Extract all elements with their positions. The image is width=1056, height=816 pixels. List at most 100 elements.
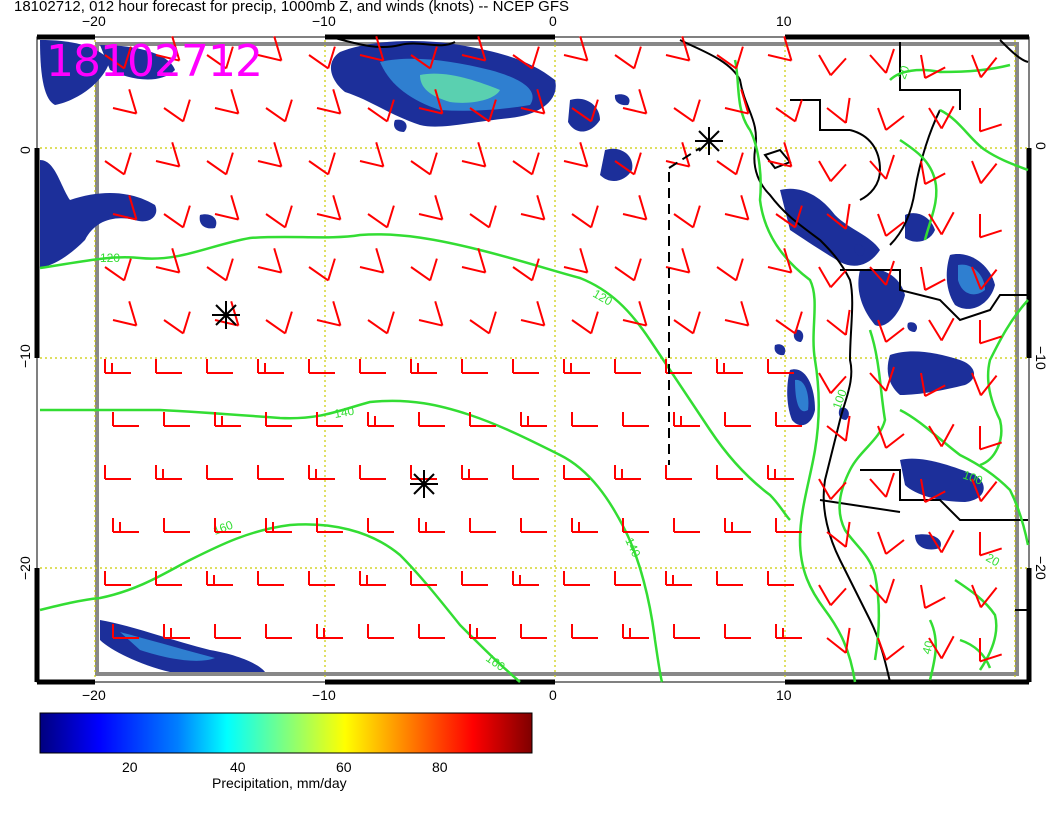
wind-barb <box>308 258 336 282</box>
wind-barb <box>563 359 590 374</box>
star-markers <box>212 127 723 498</box>
contour-label: 100 <box>830 387 850 411</box>
wind-barb <box>257 36 283 62</box>
wind-barb <box>971 160 998 185</box>
wind-barb <box>104 571 131 586</box>
wind-barb <box>928 317 955 342</box>
wind-barb <box>665 142 691 168</box>
wind-barb <box>206 258 234 282</box>
wind-barb <box>418 624 445 639</box>
left-tick: −10 <box>17 344 33 368</box>
bottom-tick: 0 <box>549 687 557 703</box>
wind-barb <box>665 248 691 274</box>
wind-barb <box>826 97 851 124</box>
wind-barb <box>367 99 395 123</box>
precipitation-areas <box>40 40 995 672</box>
wind-barb <box>112 195 138 221</box>
wind-barb <box>767 36 793 62</box>
wind-barb <box>571 518 598 533</box>
wind-barb <box>971 478 998 503</box>
wind-barb <box>512 465 539 480</box>
wind-barb <box>206 465 233 480</box>
wind-barb <box>928 635 955 660</box>
colorbar-tick: 80 <box>432 759 448 775</box>
wind-barb <box>367 205 395 229</box>
wind-barb <box>265 518 292 533</box>
wind-barb <box>265 412 292 427</box>
wind-barb <box>563 465 590 480</box>
wind-barb <box>826 203 851 230</box>
wind-barb <box>367 518 394 533</box>
wind-barb <box>308 46 336 70</box>
wind-barb <box>512 258 540 282</box>
wind-barb <box>214 624 241 639</box>
wind-barb <box>359 359 386 374</box>
wind-barb <box>308 359 335 374</box>
colorbar-label: Precipitation, mm/day <box>212 775 347 791</box>
wind-barb <box>359 465 386 480</box>
wind-barb <box>563 142 589 168</box>
wind-barb <box>563 248 589 274</box>
wind-barb <box>418 518 445 533</box>
wind-barb <box>461 465 488 480</box>
wind-barb <box>367 311 395 335</box>
wind-barb <box>614 465 641 480</box>
wind-barb <box>673 205 701 229</box>
wind-barb <box>461 142 487 168</box>
wind-barb <box>571 412 598 427</box>
wind-barb <box>469 205 497 229</box>
wind-barb <box>257 142 283 168</box>
wind-barb <box>214 518 241 533</box>
wind-barb <box>826 627 851 654</box>
contour-labels: 120 120 140 140 160 160 100 100 20 40 20 <box>100 63 1002 674</box>
wind-barb <box>461 571 488 586</box>
wind-barb <box>410 258 438 282</box>
wind-barb <box>410 359 437 374</box>
wind-barb <box>877 637 905 661</box>
wind-barb <box>928 529 955 554</box>
storm-track <box>668 147 701 465</box>
wind-barb <box>724 624 751 639</box>
wind-barb <box>767 359 794 374</box>
wind-barb <box>155 248 181 274</box>
wind-barb <box>359 248 385 274</box>
wind-barb <box>920 160 946 185</box>
wind-barb <box>673 99 701 123</box>
wind-barb <box>978 425 1003 451</box>
wind-barb <box>978 531 1003 557</box>
colorbar <box>39 712 533 754</box>
wind-barb <box>665 359 692 374</box>
wind-barb <box>614 152 642 176</box>
wind-barb <box>818 54 847 76</box>
wind-barb <box>665 465 692 480</box>
wind-barb <box>716 258 744 282</box>
wind-barb <box>265 205 293 229</box>
wind-barb <box>571 624 598 639</box>
wind-barb <box>869 366 895 392</box>
star-marker <box>695 127 723 155</box>
colorbar-tick: 20 <box>122 759 138 775</box>
wind-barb <box>614 46 642 70</box>
wind-barb <box>877 425 905 449</box>
wind-barb <box>112 89 138 115</box>
wind-barb <box>767 571 794 586</box>
bottom-tick: 10 <box>776 687 792 703</box>
wind-barb <box>316 624 343 639</box>
wind-barb <box>673 624 700 639</box>
wind-barb <box>206 46 234 70</box>
wind-barb <box>512 46 540 70</box>
wind-barb <box>920 266 946 291</box>
wind-barb <box>104 465 131 480</box>
contour-label: 140 <box>622 535 643 559</box>
star-marker <box>212 301 240 329</box>
height-contours <box>39 59 1030 683</box>
wind-barb <box>104 152 132 176</box>
wind-barb <box>214 195 240 221</box>
wind-barb <box>163 518 190 533</box>
wind-barbs <box>104 36 1003 663</box>
wind-barb <box>971 584 998 609</box>
wind-barb <box>665 36 691 62</box>
wind-barb <box>112 412 139 427</box>
wind-barb <box>367 412 394 427</box>
wind-barb <box>971 266 998 291</box>
